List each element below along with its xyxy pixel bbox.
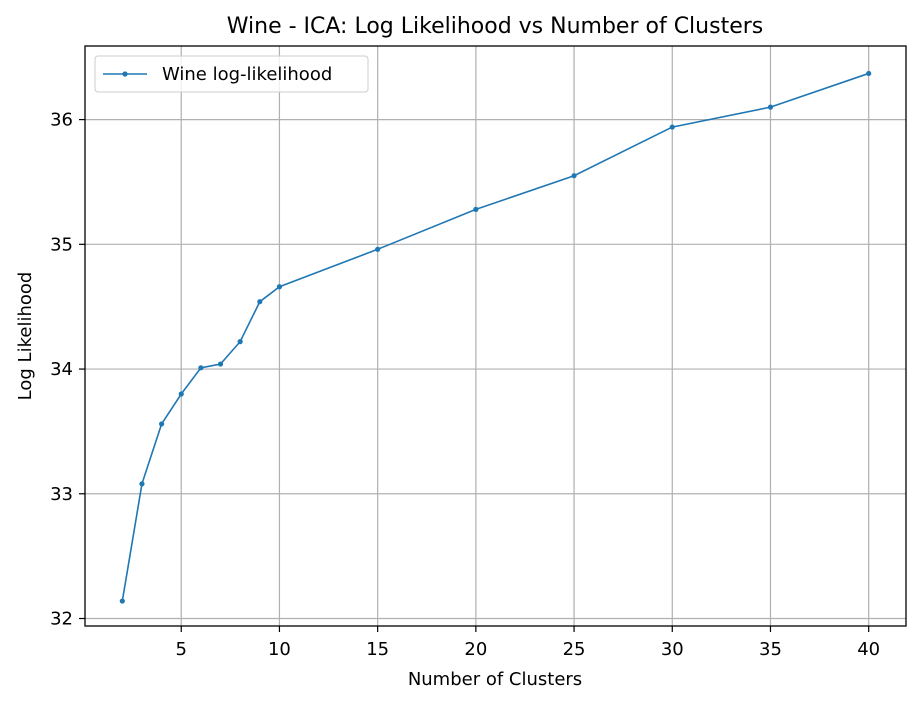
data-point (571, 173, 577, 179)
data-point (473, 206, 479, 212)
legend-entry-label: Wine log-likelihood (162, 64, 332, 85)
data-point (198, 365, 204, 371)
data-point (119, 598, 125, 604)
data-point (159, 421, 165, 427)
x-tick-label: 10 (268, 639, 291, 660)
x-axis-ticks: 5 10 15 20 25 30 35 40 (176, 626, 880, 660)
x-tick-label: 30 (661, 639, 684, 660)
plot-frame (84, 45, 907, 627)
series-line (121, 72, 869, 602)
x-tick-label: 40 (857, 639, 880, 660)
data-point (669, 124, 675, 130)
data-point (139, 481, 145, 487)
legend-marker-swatch (122, 71, 128, 77)
data-point (375, 246, 381, 252)
y-tick-label: 36 (50, 110, 73, 131)
y-tick-label: 32 (50, 609, 73, 630)
data-point (237, 339, 243, 345)
chart-title: Wine - ICA: Log Likelihood vs Number of … (227, 14, 764, 39)
x-tick-label: 35 (759, 639, 782, 660)
data-point (178, 391, 184, 397)
x-tick-label: 5 (176, 639, 187, 660)
y-tick-label: 33 (50, 484, 73, 505)
y-axis-ticks: 32 33 34 35 36 (50, 110, 85, 630)
x-tick-label: 20 (464, 639, 487, 660)
data-point (866, 70, 872, 77)
y-axis-label: Log Likelihood (15, 272, 36, 401)
y-tick-label: 34 (50, 359, 73, 380)
data-point (276, 284, 283, 290)
x-tick-label: 15 (366, 639, 389, 660)
series-layer (119, 70, 872, 604)
data-point (257, 299, 263, 305)
legend: Wine log-likelihood (94, 55, 369, 93)
x-axis-label: Number of Clusters (408, 669, 582, 690)
y-tick-label: 35 (50, 234, 73, 255)
data-point (767, 104, 774, 110)
data-point (217, 361, 224, 367)
x-tick-label: 25 (563, 639, 586, 660)
grid-lines (85, 46, 906, 626)
legend-box (94, 55, 369, 93)
